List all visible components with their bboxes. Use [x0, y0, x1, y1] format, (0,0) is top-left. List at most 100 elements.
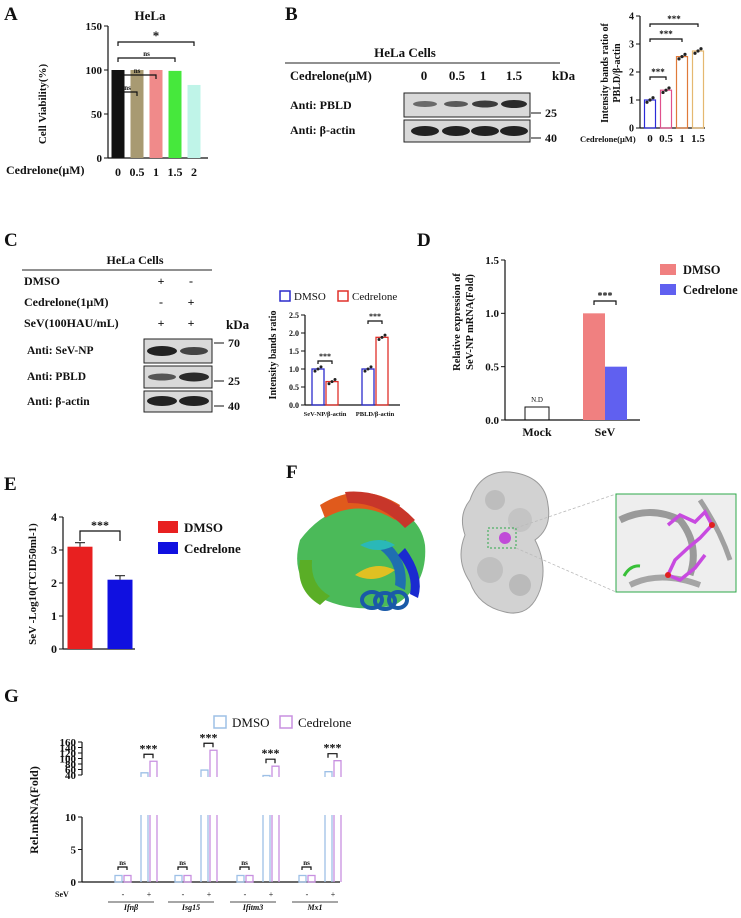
chart-e-sig-0-bracket: [79, 530, 121, 541]
ribbon-lime-strand: [299, 560, 330, 605]
chart-b-bars: 0 0.5 1 1.5: [643, 47, 705, 145]
chart-d-nd-mark: [524, 406, 550, 420]
ligand-sticks: [665, 509, 715, 583]
chart-g-high-ytick-label-5: 140: [60, 742, 77, 754]
chart-d-significance: N.D ***: [524, 291, 617, 420]
chart-e-legend-label-1: Cedrelone: [184, 541, 241, 556]
chart-e-legend-swatch-1: [158, 542, 178, 554]
chart-a-bar-0: [111, 70, 125, 158]
panel-d: D Relative expression of SeV-NP mRNA(Fol…: [417, 230, 738, 439]
chart-c-legend-label-0: DMSO: [294, 291, 326, 303]
chart-e-ytick-label-4: 4: [51, 510, 57, 524]
chart-b-bar-2: [675, 55, 689, 129]
chart-b-ylabel-line2: PBLD/β-actin: [612, 43, 623, 103]
chart-c: Intensity bands ratio DMSO Cedrelone 0.00…: [268, 290, 400, 418]
chart-e-legend-label-0: DMSO: [184, 520, 223, 535]
blot-b-treatment-label: Cedrelone(μM): [290, 69, 372, 83]
panel-a-letter: A: [4, 4, 18, 25]
chart-g-significance: ns *** ns *** ns *** ns ***: [117, 730, 342, 870]
chart-a-sig-3-bracket: [117, 41, 195, 46]
ribbon-green-core: [297, 504, 426, 609]
chart-g-high-ytick-label-3: 100: [60, 753, 77, 765]
helix-coil-2: [373, 591, 397, 611]
zoom-backbone-1: [618, 509, 697, 577]
chart-b-point-0-1: [648, 98, 652, 102]
ribbon-yellow-strand: [355, 566, 395, 579]
chart-a-xlabel: Cedrelone(μM): [6, 163, 85, 177]
chart-g-bar-sev-2-0: [262, 774, 271, 882]
chart-c-xtick-1: PBLD/β-actin: [356, 411, 395, 418]
chart-e-ytick-label-0: 0: [51, 642, 57, 656]
chart-g-bar-sev-1-1: [209, 749, 218, 882]
chart-g-sig-ns-3-bracket: [301, 866, 312, 870]
chart-g-low-ytick-label-2: 10: [65, 812, 77, 824]
ligand-marker: [499, 532, 511, 544]
chart-a-xtick-1: 0.5: [130, 165, 145, 179]
blot-b-dose-2: 1: [480, 68, 487, 83]
chart-b-sig-2-bracket: [649, 23, 699, 27]
chart-g-bar-sev-1-0: [200, 769, 209, 882]
chart-c-xtick-0: SeV-NP/β-actin: [304, 411, 347, 418]
chart-d-legend-label-0: DMSO: [683, 263, 721, 277]
band-pbld-0: [413, 101, 437, 107]
chart-g-sev-sign-minus-1: -: [182, 890, 185, 899]
band-pbld-2: [472, 100, 498, 108]
chart-e-ytick-label-3: 3: [51, 543, 57, 557]
chart-g-gene-3: Mx1: [306, 903, 322, 912]
chart-e-ylabel: SeV -Log10(TCID50ml-1): [27, 523, 39, 645]
chart-g-bar-mock-0-0: [114, 874, 123, 883]
blot-b-dose-1: 0.5: [449, 68, 466, 83]
blot-c-sev-lane1: +: [158, 316, 165, 330]
surface-lobe-3: [477, 557, 503, 583]
chart-g-sig-0-bracket: [143, 753, 154, 759]
chart-g-sig-ns-2-label: ns: [241, 859, 248, 867]
chart-g-bar-sev-0-1: [149, 760, 158, 882]
chart-b-point-2-0: [677, 57, 681, 61]
chart-c-axes: 0.0 0.5 1.0 1.5 2.0 2.5: [289, 311, 400, 410]
ribbon-navy-strand: [398, 548, 420, 598]
chart-d-nd-label: N.D: [531, 396, 543, 404]
blot-c-ced-lane1: -: [159, 295, 163, 309]
chart-c-ylabel: Intensity bands ratio: [268, 311, 279, 400]
chart-a-sig-3-label: *: [153, 28, 160, 43]
chart-b-sig-1-bracket: [649, 38, 683, 42]
chart-g-high-ytick-label-2: 80: [65, 759, 77, 771]
chart-e-bars: [67, 542, 133, 649]
chart-c-sig-1-bracket: [367, 320, 383, 324]
blot-c-row-label-pbld: Anti: PBLD: [27, 371, 86, 383]
blot-c-cond-cedrelone: Cedrelone(1μM): [24, 295, 109, 309]
chart-a-xtick-3: 1.5: [168, 165, 183, 179]
chart-e-ytick-label-2: 2: [51, 576, 57, 590]
panel-f: F: [286, 462, 737, 614]
chart-b-ytick-label-3: 3: [629, 40, 634, 51]
chart-g-sev-sign-plus-1: +: [207, 890, 212, 899]
chart-b-point-3-0: [693, 51, 697, 55]
chart-b-sig-0-bracket: [649, 76, 667, 80]
blot-c-marker-70: 70: [228, 336, 240, 350]
chart-a-bar-1: [130, 70, 144, 158]
chart-a-bar-3: [168, 70, 182, 158]
chart-a-sig-0-label: ns: [124, 84, 131, 92]
chart-c-significance: *** ***: [317, 312, 383, 364]
chart-a-ytick-label-3: 150: [86, 21, 103, 33]
chart-b-xtick-1: 0.5: [659, 133, 673, 145]
zoom-backbone-2: [628, 574, 702, 588]
chart-d-legend-swatch-1: [660, 284, 676, 295]
chart-c-sig-1-label: ***: [369, 312, 381, 321]
chart-b-bar-3: [691, 50, 705, 129]
chart-a-ytick-label-2: 100: [86, 65, 103, 77]
chart-c-bar-0-1: [325, 380, 339, 406]
protein-surface-structure: [460, 471, 617, 614]
chart-g-gene-1: Isg15: [181, 903, 200, 912]
chart-e-bar-0: [67, 546, 93, 649]
chart-g-high-ytick-label-6: 160: [60, 737, 77, 749]
chart-c-legend-label-1: Cedrelone: [352, 291, 397, 303]
chart-g-bars: [114, 749, 342, 883]
chart-g-ylabel: Rel.mRNA(Fold): [27, 766, 41, 854]
chart-g-bar-sev-2-1: [271, 765, 280, 882]
band-np-1: [180, 347, 208, 355]
chart-b-ylabel-line1: Intensity bands ratio of: [600, 22, 611, 122]
band-actin-1: [442, 126, 470, 136]
chart-e-sig-0-label: ***: [91, 518, 109, 532]
